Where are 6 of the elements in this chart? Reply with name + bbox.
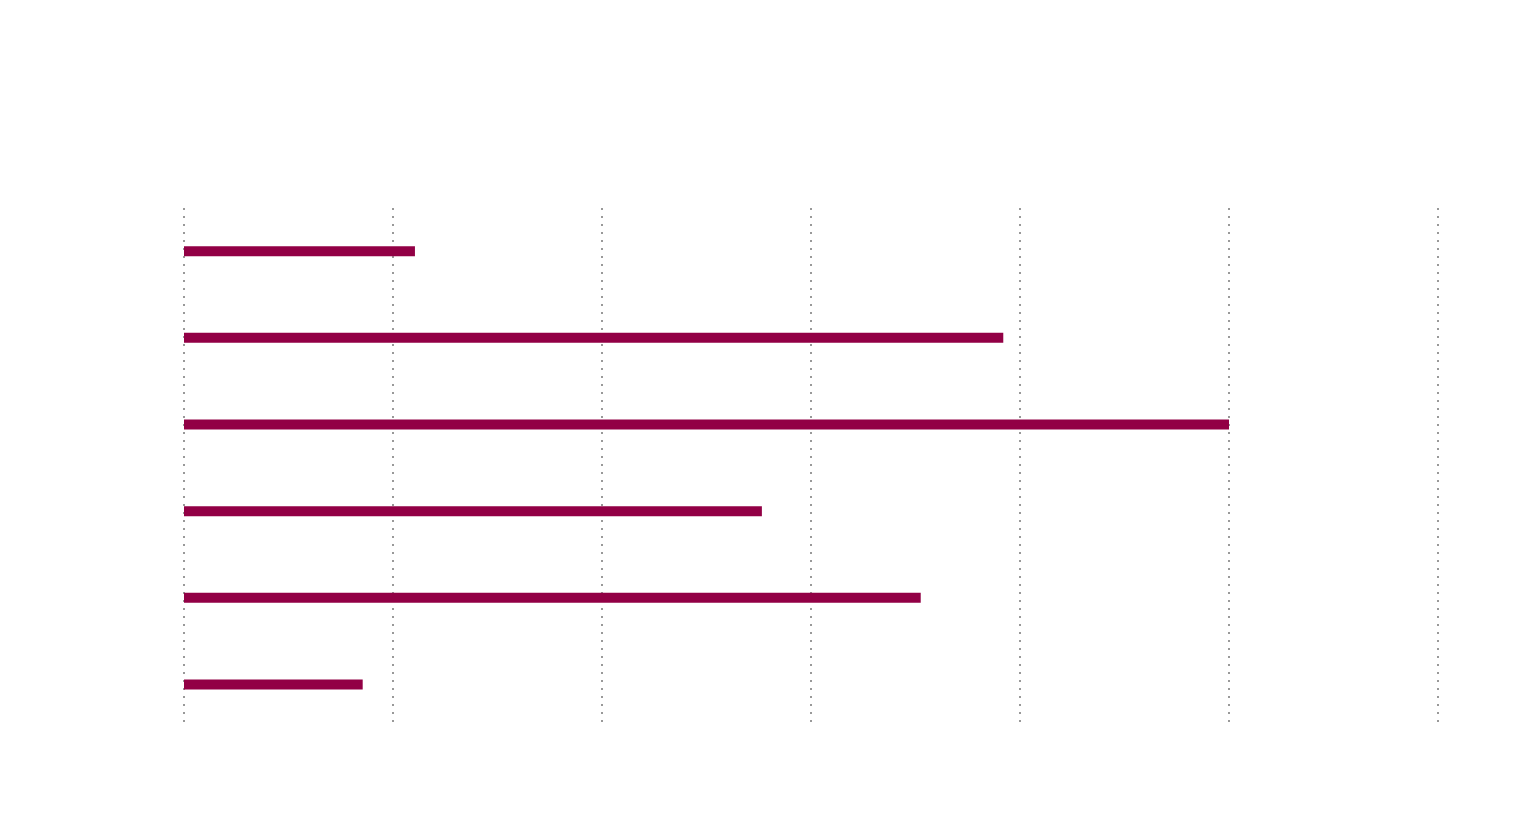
bar — [184, 246, 415, 257]
bar — [184, 332, 1004, 343]
bar — [184, 506, 762, 517]
bar — [184, 592, 921, 603]
bar — [184, 679, 363, 690]
bar — [184, 419, 1229, 430]
